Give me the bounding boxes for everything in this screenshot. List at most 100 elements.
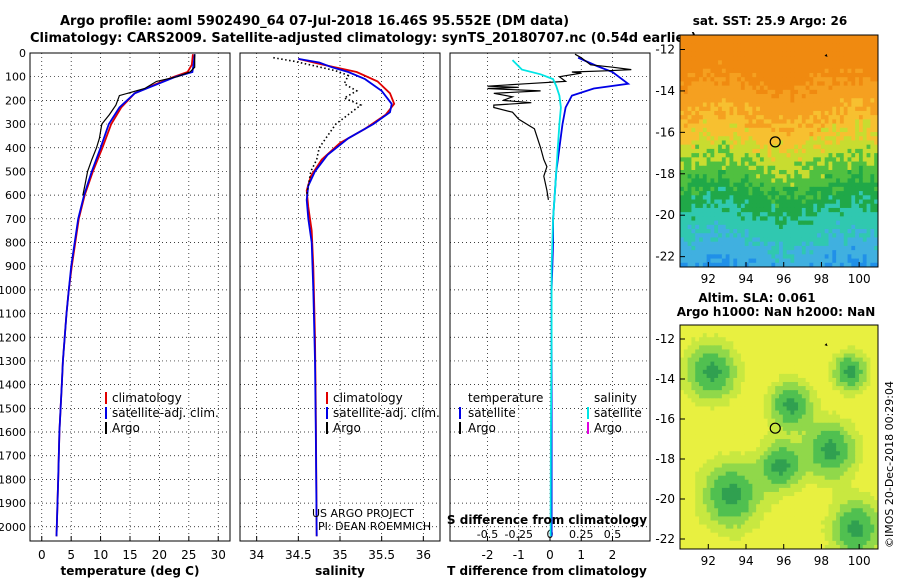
map-cell — [805, 361, 810, 367]
map-cell — [729, 140, 734, 146]
map-cell — [752, 471, 757, 477]
map-cell — [721, 434, 727, 440]
map-cell — [805, 212, 810, 217]
map-cell — [855, 153, 860, 158]
map-cell — [824, 451, 829, 456]
map-cell — [839, 47, 845, 53]
map-cell — [733, 382, 738, 387]
map-cell — [680, 203, 685, 209]
map-cell — [737, 94, 742, 99]
map-cell — [744, 406, 749, 411]
map-cell — [733, 414, 738, 420]
map-cell — [771, 361, 776, 367]
map-cell — [680, 439, 685, 444]
map-cell — [706, 77, 711, 82]
map-cell — [721, 402, 727, 407]
map-cell — [691, 349, 696, 354]
map-cell — [714, 245, 719, 251]
map-cell — [866, 148, 871, 154]
map-cell — [786, 39, 791, 44]
map-cell — [786, 60, 791, 65]
map-cell — [794, 186, 799, 192]
map-cell — [771, 98, 776, 103]
map-cell — [862, 353, 867, 358]
map-cell — [813, 357, 818, 363]
map-cell — [836, 195, 841, 200]
map-cell — [687, 60, 692, 65]
map-cell — [855, 361, 860, 367]
map-cell — [759, 341, 765, 346]
map-cell — [832, 195, 837, 200]
map-cell — [862, 369, 867, 375]
map-cell — [779, 262, 784, 268]
map-cell — [714, 394, 719, 399]
map-cell — [809, 199, 814, 205]
map-cell — [843, 455, 848, 460]
sla-map-title-2: Argo h1000: NaN h2000: NaN — [677, 305, 876, 319]
map-cell — [866, 186, 871, 192]
map-cell — [839, 127, 845, 133]
map-cell — [851, 241, 856, 247]
map-cell — [874, 361, 879, 367]
map-cell — [809, 229, 814, 234]
map-cell — [790, 72, 795, 78]
map-cell — [851, 361, 856, 367]
map-cell — [767, 406, 772, 411]
map-cell — [680, 85, 685, 91]
map-cell — [775, 414, 780, 420]
map-cell — [839, 467, 845, 473]
map-cell — [756, 72, 761, 78]
map-cell — [718, 390, 723, 395]
map-cell — [683, 203, 689, 209]
map-cell — [775, 81, 780, 87]
map-cell — [687, 365, 692, 371]
map-cell — [763, 174, 768, 179]
map-cell — [786, 157, 791, 162]
map-cell — [855, 237, 860, 243]
map-cell — [702, 237, 708, 243]
map-cell — [805, 216, 810, 221]
map-cell — [687, 422, 692, 428]
map-cell — [820, 345, 826, 350]
map-cell — [714, 119, 719, 124]
map-cell — [794, 471, 799, 477]
map-cell — [744, 106, 749, 112]
map-cell — [843, 258, 848, 264]
map-cell — [752, 132, 757, 137]
map-cell — [801, 47, 807, 53]
map-cell — [790, 439, 795, 444]
map-cell — [828, 451, 833, 456]
map-cell — [733, 447, 738, 452]
map-cell — [839, 451, 845, 456]
map-cell — [691, 467, 696, 473]
map-cell — [794, 119, 799, 124]
map-cell — [824, 430, 829, 436]
map-cell — [699, 106, 704, 112]
map-cell — [809, 110, 814, 116]
map-cell — [779, 345, 784, 350]
map-cell — [771, 39, 776, 44]
map-cell — [680, 443, 685, 448]
map-cell — [737, 224, 742, 230]
map-cell — [858, 207, 864, 213]
map-cell — [798, 106, 803, 112]
map-cell — [759, 325, 765, 330]
map-cell — [725, 430, 730, 436]
map-cell — [851, 89, 856, 95]
map-cell — [824, 203, 829, 209]
map-cell — [725, 254, 730, 259]
map-cell — [851, 182, 856, 188]
map-cell — [832, 47, 837, 53]
map-cell — [813, 191, 818, 196]
map-cell — [813, 349, 818, 354]
map-cell — [839, 245, 845, 251]
map-cell — [843, 77, 848, 82]
map-cell — [813, 157, 818, 162]
map-cell — [794, 398, 799, 403]
map-cell — [687, 434, 692, 440]
map-cell — [737, 102, 742, 108]
map-cell — [866, 110, 871, 116]
map-cell — [740, 35, 746, 40]
map-cell — [813, 447, 818, 452]
map-cell — [695, 72, 700, 78]
